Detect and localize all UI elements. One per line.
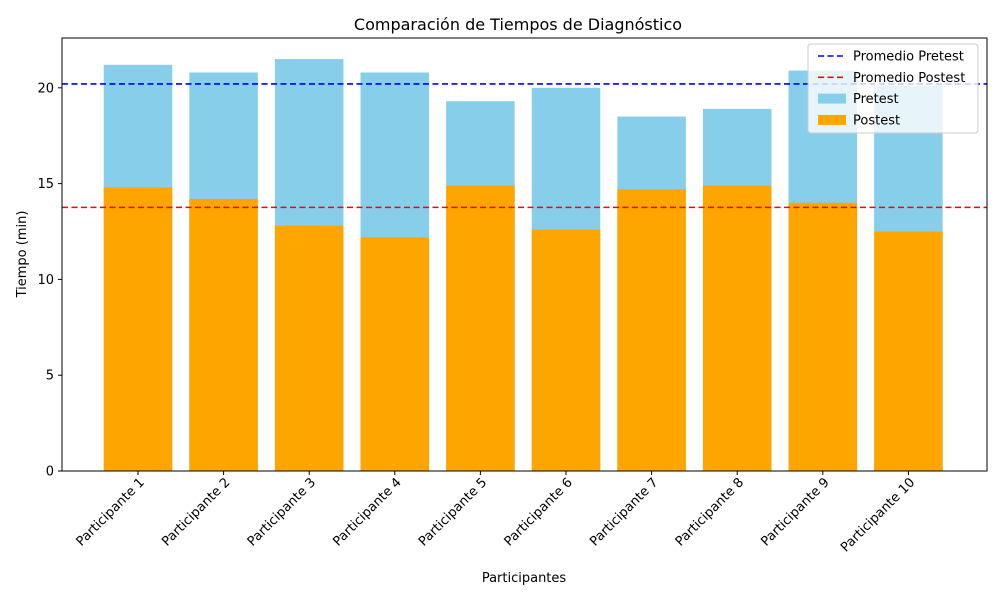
x-tick-label: Participante 8 <box>673 475 747 549</box>
legend-label: Promedio Pretest <box>853 50 964 65</box>
x-axis-label: Participantes <box>482 571 567 586</box>
x-tick-label: Participante 4 <box>330 475 404 549</box>
y-tick-label: 20 <box>37 81 54 96</box>
legend-label: Postest <box>853 113 900 128</box>
legend-label: Promedio Postest <box>853 71 965 86</box>
legend-label: Pretest <box>853 92 899 107</box>
bar-postest-6 <box>531 229 601 471</box>
x-tick-label: Participante 5 <box>416 475 490 549</box>
y-tick-label: 0 <box>46 465 54 480</box>
x-tick-label: Participante 3 <box>245 475 319 549</box>
chart-title: Comparación de Tiempos de Diagnóstico <box>354 15 682 34</box>
bar-postest-1 <box>103 187 173 471</box>
bar-postest-4 <box>360 237 430 471</box>
legend: Promedio Pretest Promedio Postest Pretest P… <box>807 43 979 134</box>
x-tick-label: Participante 6 <box>502 475 576 549</box>
x-tick-label: Participante 1 <box>74 475 148 549</box>
legend-swatch-pretest <box>818 93 846 104</box>
y-tick-label: 15 <box>37 177 54 192</box>
bar-postest-8 <box>702 185 772 471</box>
legend-swatch-postest <box>818 114 846 125</box>
bar-postest-2 <box>189 198 258 471</box>
y-axis-label: Tiempo (min) <box>15 211 30 299</box>
bar-postest-5 <box>446 185 515 471</box>
bar-postest-3 <box>274 225 344 471</box>
x-tick-label: Participante 9 <box>758 475 832 549</box>
bar-postest-9 <box>788 202 858 472</box>
bar-postest-7 <box>617 189 686 472</box>
axes-frame <box>61 37 988 472</box>
x-tick-label: Participante 2 <box>159 475 233 549</box>
legend-box <box>807 43 979 134</box>
x-tick-label: Participante 10 <box>838 475 918 555</box>
y-tick-label: 5 <box>46 369 54 384</box>
x-tick-label: Participante 7 <box>587 475 661 549</box>
y-tick-label: 10 <box>37 273 54 288</box>
bar-postest-10 <box>874 231 943 471</box>
